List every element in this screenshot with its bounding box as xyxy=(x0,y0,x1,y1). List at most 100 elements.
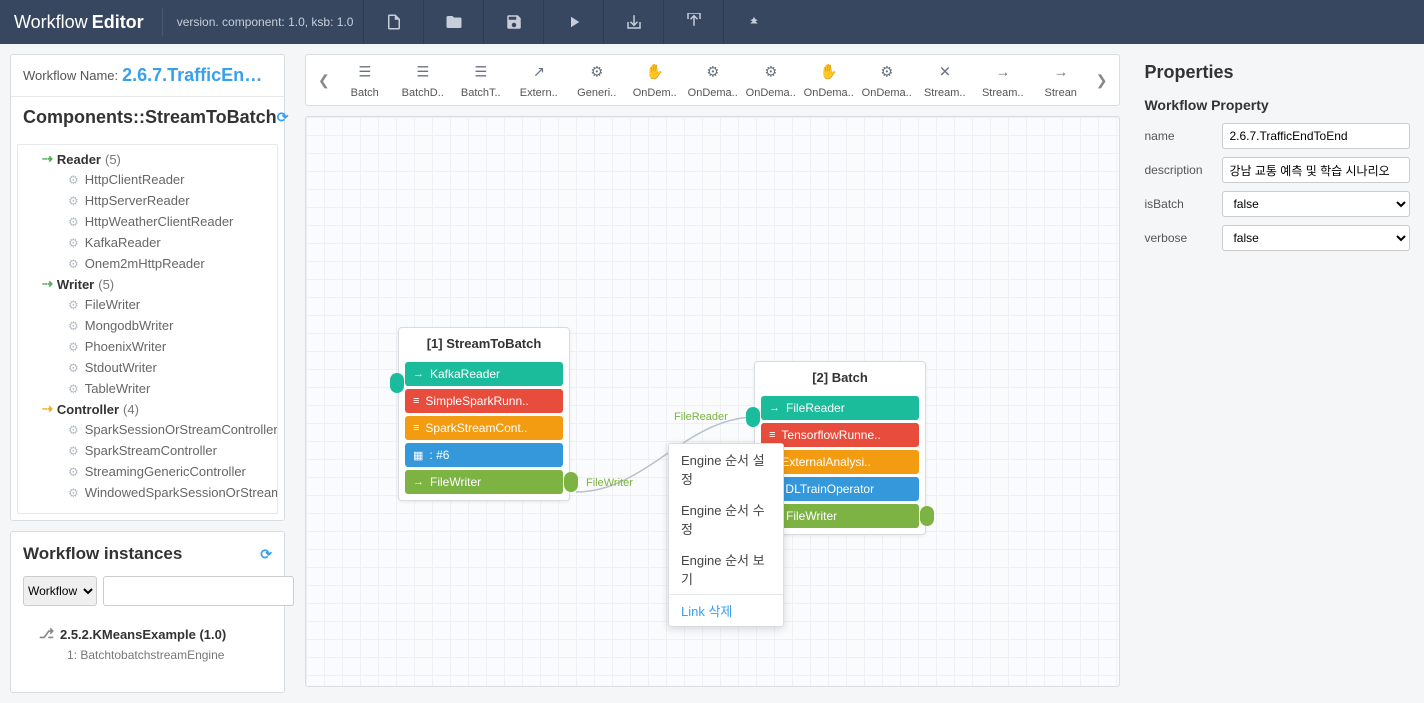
cog-icon: ⚙ xyxy=(68,298,79,312)
tree-item[interactable]: ⚙FileWriter xyxy=(24,294,277,315)
node-row[interactable]: ≡ExternalAnalysi.. xyxy=(761,450,919,474)
svg-text:☰: ☰ xyxy=(416,65,429,81)
node-row[interactable]: →FileWriter xyxy=(761,504,919,528)
prop-isbatch-row: isBatch false xyxy=(1140,191,1414,217)
palette-icon: ☰ xyxy=(354,61,376,83)
palette-icon: ✕ xyxy=(934,61,956,83)
node-streamtobatch[interactable]: [1] StreamToBatch →KafkaReader≡SimpleSpa… xyxy=(398,327,570,501)
toolbar xyxy=(363,0,783,44)
tree-item[interactable]: ⚙KafkaReader xyxy=(24,232,277,253)
node1-out-port[interactable] xyxy=(564,472,578,492)
node1-title: [1] StreamToBatch xyxy=(399,328,569,359)
palette-icon: ✋ xyxy=(644,61,666,83)
tree-item[interactable]: ⚙SparkSessionOrStreamController xyxy=(24,419,277,440)
instance-icon: ⎇ xyxy=(39,626,54,642)
palette-item[interactable]: ⚙OnDema.. xyxy=(684,61,742,99)
tree-item[interactable]: ⚙HttpClientReader xyxy=(24,169,277,190)
new-file-button[interactable] xyxy=(363,0,423,44)
row-label: SimpleSparkRunn.. xyxy=(425,394,528,408)
cm-delete-link[interactable]: Link 삭제 xyxy=(669,594,783,626)
row-icon: → xyxy=(413,476,424,488)
palette-item[interactable]: ☰ BatchT.. xyxy=(452,61,510,99)
tree-item[interactable]: ⚙StdoutWriter xyxy=(24,357,277,378)
tree-item[interactable]: ⚙Onem2mHttpReader xyxy=(24,253,277,274)
node1-in-port[interactable] xyxy=(390,373,404,393)
node-row[interactable]: ▦DLTrainOperator xyxy=(761,477,919,501)
tree-item[interactable]: ⚙HttpServerReader xyxy=(24,190,277,211)
prop-desc-input[interactable] xyxy=(1222,157,1410,183)
palette-label: Stream.. xyxy=(974,87,1032,99)
palette-icon: ⚙ xyxy=(760,61,782,83)
cm-edit-order[interactable]: Engine 순서 수정 xyxy=(669,494,783,544)
magic-button[interactable] xyxy=(723,0,783,44)
palette-item[interactable]: ☰Batch xyxy=(336,61,394,99)
node2-out-port[interactable] xyxy=(920,506,934,526)
svg-text:☰: ☰ xyxy=(474,65,487,81)
node2-in-port[interactable] xyxy=(746,407,760,427)
workflow-instances-title-row: Workflow instances ⟳ xyxy=(11,532,284,576)
tree-item-label: WindowedSparkSessionOrStream… xyxy=(85,485,278,500)
palette-item[interactable]: ⚙Generi.. xyxy=(568,61,626,99)
refresh-icon[interactable]: ⟳ xyxy=(277,109,289,126)
tree-item[interactable]: ⚙HttpWeatherClientReader xyxy=(24,211,277,232)
tree-item[interactable]: ⚙WindowedSparkSessionOrStream… xyxy=(24,482,277,503)
prop-isbatch-select[interactable]: false xyxy=(1222,191,1410,217)
palette-item[interactable]: ✋OnDem.. xyxy=(626,61,684,99)
node-row[interactable]: ≡TensorflowRunne.. xyxy=(761,423,919,447)
run-button[interactable] xyxy=(543,0,603,44)
palette-item[interactable]: ☰BatchD.. xyxy=(394,61,452,99)
tree-item[interactable]: ⚙SparkStreamController xyxy=(24,440,277,461)
svg-text:→: → xyxy=(1053,65,1068,81)
tree-item-label: SparkStreamController xyxy=(85,443,217,458)
node-row[interactable]: →FileReader xyxy=(761,396,919,420)
tree-item-label: TableWriter xyxy=(85,381,151,396)
palette-label: OnDema.. xyxy=(684,87,742,99)
palette-label: Extern.. xyxy=(510,87,568,99)
open-folder-button[interactable] xyxy=(423,0,483,44)
svg-text:⚙: ⚙ xyxy=(590,65,603,81)
palette-item[interactable]: ⚙OnDema.. xyxy=(858,61,916,99)
palette-next[interactable]: ❯ xyxy=(1092,72,1112,89)
refresh-instances-icon[interactable]: ⟳ xyxy=(260,546,272,563)
tree-item[interactable]: ⚙TableWriter xyxy=(24,378,277,399)
tree-item[interactable]: ⚙StreamingGenericController xyxy=(24,461,277,482)
svg-text:✋: ✋ xyxy=(820,63,838,81)
palette-item[interactable]: →Stream.. xyxy=(974,61,1032,99)
row-label: KafkaReader xyxy=(430,367,500,381)
palette-item[interactable]: ↗Extern.. xyxy=(510,61,568,99)
palette-label: BatchT.. xyxy=(452,87,510,99)
tree-item[interactable]: ⚙PhoenixWriter xyxy=(24,336,277,357)
node-row[interactable]: →KafkaReader xyxy=(405,362,563,386)
node2-title: [2] Batch xyxy=(755,362,925,393)
prop-verbose-select[interactable]: false xyxy=(1222,225,1410,251)
save-button[interactable] xyxy=(483,0,543,44)
instance-search-input[interactable] xyxy=(103,576,294,606)
palette-item[interactable]: →Strean xyxy=(1032,61,1090,99)
instance-search-row: Workflow I 🔍 xyxy=(11,576,284,616)
palette-prev[interactable]: ❮ xyxy=(314,72,334,89)
tree-group-writer[interactable]: ⇢Writer(5) xyxy=(24,274,277,294)
palette-icon: → xyxy=(1050,61,1072,83)
instance-sub[interactable]: 1: BatchtobatchstreamEngine xyxy=(23,646,272,664)
palette-item[interactable]: ⚙OnDema.. xyxy=(742,61,800,99)
node-row[interactable]: ≡SimpleSparkRunn.. xyxy=(405,389,563,413)
tree-item[interactable]: ⚙MongodbWriter xyxy=(24,315,277,336)
cm-set-order[interactable]: Engine 순서 설정 xyxy=(669,444,783,494)
instance-item[interactable]: ⎇ 2.5.2.KMeansExample (1.0) xyxy=(23,622,272,646)
cog-icon: ⚙ xyxy=(68,423,79,437)
tree-group-controller[interactable]: ⇢Controller(4) xyxy=(24,399,277,419)
export-button[interactable] xyxy=(603,0,663,44)
node-row[interactable]: ≡SparkStreamCont.. xyxy=(405,416,563,440)
expand-icon: ⇢ xyxy=(42,401,53,417)
instance-search-select[interactable]: Workflow I xyxy=(23,576,97,606)
canvas[interactable]: [1] StreamToBatch →KafkaReader≡SimpleSpa… xyxy=(305,116,1120,687)
tree-group-reader[interactable]: ⇢Reader(5) xyxy=(24,149,277,169)
palette-item[interactable]: ✕Stream.. xyxy=(916,61,974,99)
share-button[interactable] xyxy=(663,0,723,44)
node-row[interactable]: ▦: #6 xyxy=(405,443,563,467)
palette-item[interactable]: ✋OnDema.. xyxy=(800,61,858,99)
tree-item-label: HttpWeatherClientReader xyxy=(85,214,234,229)
node-row[interactable]: →FileWriter xyxy=(405,470,563,494)
prop-name-input[interactable] xyxy=(1222,123,1410,149)
cm-view-order[interactable]: Engine 순서 보기 xyxy=(669,544,783,594)
